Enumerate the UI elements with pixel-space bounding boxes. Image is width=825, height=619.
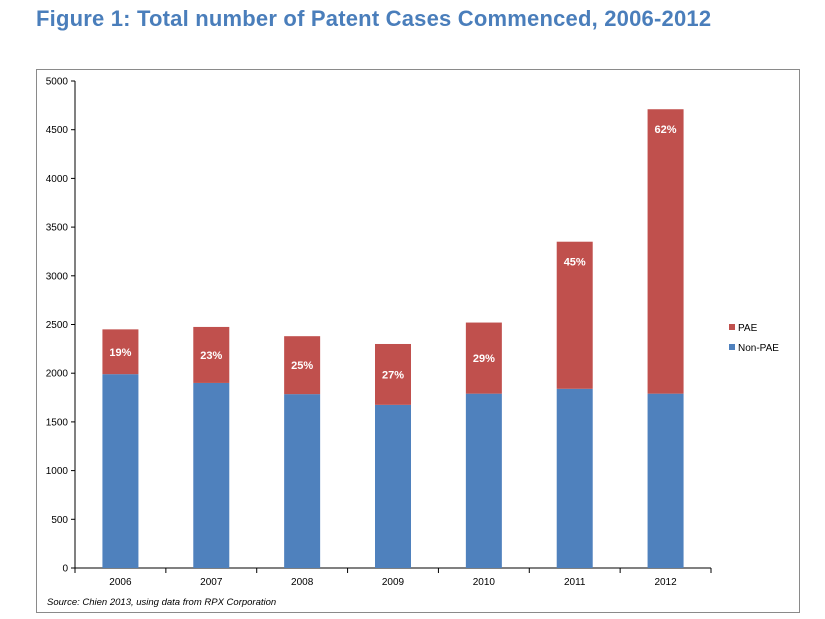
y-tick-label: 0: [62, 564, 68, 575]
data-labels: 19% 23% 25% 27% 29% 45% 62%: [109, 124, 676, 381]
bar-pae-2011: [556, 241, 593, 389]
data-label-2008: 25%: [291, 360, 313, 372]
y-tick-label: 5000: [46, 77, 69, 88]
bar-pae-2006: [102, 329, 139, 375]
y-tick-label: 3500: [46, 223, 69, 234]
bar-pae-2010: [465, 322, 502, 394]
data-label-2007: 23%: [200, 350, 222, 362]
bar-non-pae-2008: [284, 394, 321, 568]
chart-title: Figure 1: Total number of Patent Cases C…: [36, 6, 712, 31]
data-label-2010: 29%: [473, 353, 495, 365]
y-tick-label: 3000: [46, 271, 69, 282]
y-tick-label: 1500: [46, 417, 69, 428]
y-tick-label: 4000: [46, 174, 69, 185]
y-tick-label: 4500: [46, 125, 69, 136]
x-tick-label-2006: 2006: [109, 577, 132, 588]
data-label-2009: 27%: [382, 369, 404, 381]
bar-non-pae-2011: [556, 388, 593, 568]
bar-non-pae-2007: [193, 382, 230, 568]
bar-non-pae-2009: [375, 404, 411, 568]
data-label-2012: 62%: [655, 124, 677, 136]
y-tick-label: 2500: [46, 320, 69, 331]
bar-non-pae-2006: [102, 374, 139, 568]
y-tick-label: 500: [51, 515, 68, 526]
x-tick-label-2012: 2012: [654, 577, 677, 588]
legend-swatch-non-pae: [729, 344, 735, 350]
x-tick-label-2009: 2009: [382, 577, 405, 588]
legend-label-non-pae: Non-PAE: [738, 343, 779, 354]
data-label-2006: 19%: [109, 347, 131, 359]
bar-pae-2012: [647, 109, 684, 394]
source-note: Source: Chien 2013, using data from RPX …: [47, 597, 277, 608]
x-tick-label-2010: 2010: [473, 577, 496, 588]
bar-non-pae-2010: [465, 393, 502, 568]
x-tick-label-2011: 2011: [564, 577, 586, 588]
legend-label-pae: PAE: [738, 323, 758, 334]
bar-non-pae-2012: [647, 393, 684, 568]
legend-swatch-pae: [729, 324, 735, 330]
bars: [102, 109, 684, 568]
x-tick-label-2007: 2007: [200, 577, 223, 588]
legend: PAE Non-PAE: [729, 323, 779, 354]
x-tick-label-2008: 2008: [291, 577, 314, 588]
y-tick-label: 2000: [46, 369, 69, 380]
y-tick-label: 1000: [46, 466, 69, 477]
data-label-2011: 45%: [564, 257, 586, 269]
bar-pae-2007: [193, 326, 230, 383]
bar-pae-2008: [284, 336, 321, 395]
bar-pae-2009: [375, 343, 411, 405]
